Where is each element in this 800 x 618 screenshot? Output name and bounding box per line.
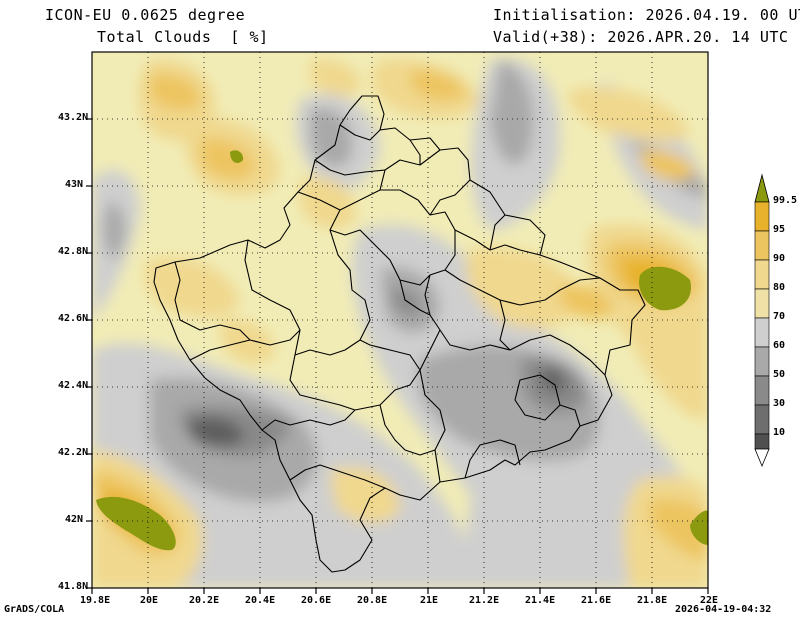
lat-label: 42.6N <box>58 313 89 324</box>
lon-label: 21.6E <box>581 595 612 606</box>
lon-label: 20.4E <box>245 595 276 606</box>
valid-time: Valid(+38): 2026.APR.20. 14 UTC <box>493 28 789 46</box>
lon-label: 19.8E <box>80 595 111 606</box>
colorbar-cap-top <box>754 173 770 203</box>
lon-label: 20E <box>140 595 159 606</box>
colorbar-label: 80 <box>773 282 786 293</box>
lat-label: 42.8N <box>58 246 89 257</box>
init-time: Initialisation: 2026.04.19. 00 UTC <box>493 6 800 24</box>
lon-label: 21E <box>420 595 439 606</box>
lon-label: 20.6E <box>301 595 332 606</box>
variable-title: Total Clouds [ %] <box>97 28 269 46</box>
colorbar-label: 99.5 <box>773 195 798 206</box>
colorbar-label: 70 <box>773 311 786 322</box>
lat-label: 42.4N <box>58 380 89 391</box>
colorbar-label: 90 <box>773 253 786 264</box>
footer-credit: GrADS/COLA <box>4 604 65 615</box>
lon-label: 20.2E <box>189 595 220 606</box>
lat-label: 43N <box>65 179 84 190</box>
colorbar-label: 50 <box>773 369 786 380</box>
footer-timestamp: 2026-04-19-04:32 <box>675 604 772 615</box>
colorbar-label: 60 <box>773 340 786 351</box>
cloud-field <box>92 52 708 588</box>
colorbar-cap-bottom <box>754 448 770 468</box>
model-title: ICON-EU 0.0625 degree <box>45 6 246 24</box>
colorbar-label: 95 <box>773 224 786 235</box>
colorbar-label: 10 <box>773 427 786 438</box>
admin-boundaries <box>153 95 646 573</box>
lat-label: 42N <box>65 514 84 525</box>
lon-label: 21.8E <box>637 595 668 606</box>
axis-ticks <box>86 118 709 594</box>
colorbar-label: 30 <box>773 398 786 409</box>
lon-label: 20.8E <box>357 595 388 606</box>
colorbar <box>754 173 770 468</box>
lon-label: 21.2E <box>469 595 500 606</box>
lat-label: 43.2N <box>58 112 89 123</box>
lon-label: 21.4E <box>525 595 556 606</box>
lon-label: 22E <box>700 595 719 606</box>
lat-label: 41.8N <box>58 581 89 592</box>
lat-label: 42.2N <box>58 447 89 458</box>
